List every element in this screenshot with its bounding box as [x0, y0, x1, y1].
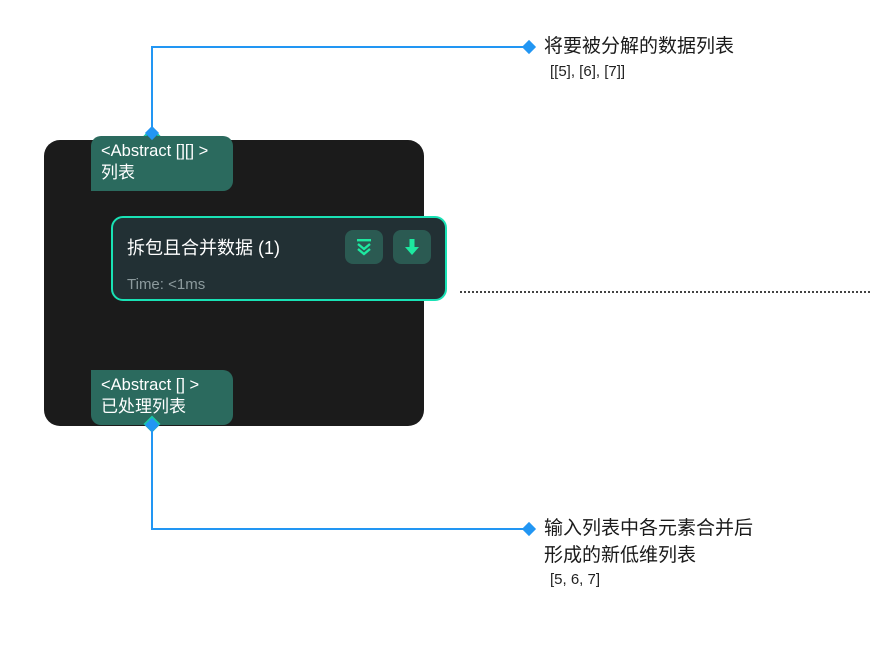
diagram-canvas: <Abstract [][] > 列表 拆包且合并数据 (1) — [0, 0, 895, 648]
node-body[interactable]: 拆包且合并数据 (1) Time: <1ms — [111, 216, 447, 301]
callout-bottom-line-h — [151, 528, 528, 530]
input-port-label: 列表 — [101, 162, 223, 185]
divider-dotted — [460, 291, 870, 293]
callout-bottom-title-1: 输入列表中各元素合并后 — [544, 516, 753, 543]
callout-top-line-v — [151, 46, 153, 134]
callout-bottom: 输入列表中各元素合并后 形成的新低维列表 [5, 6, 7] — [544, 516, 753, 588]
callout-top: 将要被分解的数据列表 [[5], [6], [7]] — [544, 34, 734, 80]
double-chevron-down-icon — [354, 237, 374, 257]
expand-all-button[interactable] — [345, 230, 383, 264]
callout-top-sub: [[5], [6], [7]] — [550, 63, 734, 80]
node-title-row: 拆包且合并数据 (1) — [127, 230, 431, 264]
download-button[interactable] — [393, 230, 431, 264]
callout-bottom-line-v — [151, 424, 153, 528]
node-panel: <Abstract [][] > 列表 拆包且合并数据 (1) — [44, 140, 424, 426]
callout-bottom-sub: [5, 6, 7] — [550, 571, 753, 588]
output-port-label: 已处理列表 — [101, 396, 223, 419]
callout-top-title: 将要被分解的数据列表 — [544, 34, 734, 61]
callout-top-diamond-end — [522, 40, 536, 54]
node-time-label: Time: <1ms — [127, 276, 431, 293]
output-port[interactable]: <Abstract [] > 已处理列表 — [91, 370, 233, 425]
node-title: 拆包且合并数据 (1) — [127, 234, 335, 260]
input-port[interactable]: <Abstract [][] > 列表 — [91, 136, 233, 191]
input-port-type: <Abstract [][] > — [101, 140, 223, 162]
callout-bottom-title-2: 形成的新低维列表 — [544, 543, 753, 570]
output-port-type: <Abstract [] > — [101, 374, 223, 396]
arrow-down-bold-icon — [403, 237, 421, 257]
callout-bottom-diamond-end — [522, 522, 536, 536]
callout-top-line-h — [151, 46, 528, 48]
